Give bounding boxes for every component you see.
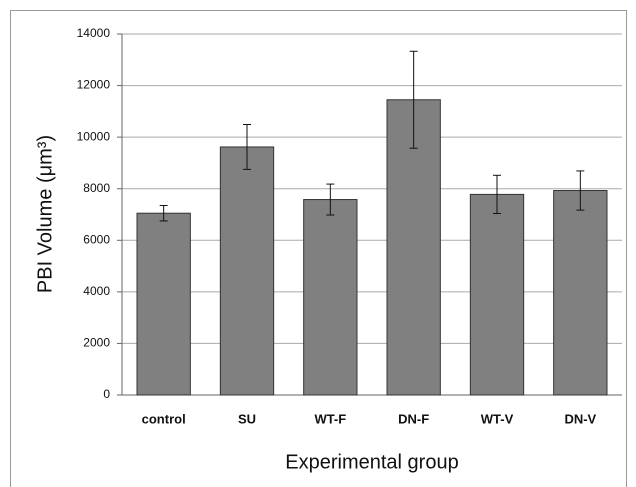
error-bar [159, 204, 168, 222]
error-bar [576, 170, 585, 211]
y-tick-label: 14000 [77, 26, 111, 40]
error-bar [493, 174, 501, 214]
y-tick-label: 12000 [77, 78, 111, 92]
bar [469, 193, 525, 396]
x-tick-label: DN-F [398, 411, 429, 426]
bar [303, 199, 358, 396]
x-tick-label: SU [238, 411, 256, 426]
x-tick-label: WT-V [481, 411, 514, 426]
error-bar [326, 183, 335, 216]
bar [386, 99, 441, 396]
bar [553, 190, 608, 396]
x-axis-title: Experimental group [285, 451, 458, 473]
y-tick-label: 10000 [77, 129, 111, 143]
y-tick-label: 6000 [83, 232, 110, 246]
y-axis-title: PBI Volume (μm³) [34, 135, 56, 293]
bar [219, 146, 275, 396]
x-tick-label: control [142, 411, 186, 426]
error-bar [243, 124, 251, 170]
bar [136, 212, 191, 396]
y-tick-label: 0 [103, 387, 110, 401]
error-bar [409, 50, 418, 149]
y-tick-label: 4000 [83, 284, 110, 298]
x-tick-label: WT-F [314, 411, 346, 426]
y-tick-label: 2000 [83, 336, 110, 350]
y-tick-label: 8000 [83, 181, 110, 195]
x-tick-label: DN-V [564, 411, 596, 426]
